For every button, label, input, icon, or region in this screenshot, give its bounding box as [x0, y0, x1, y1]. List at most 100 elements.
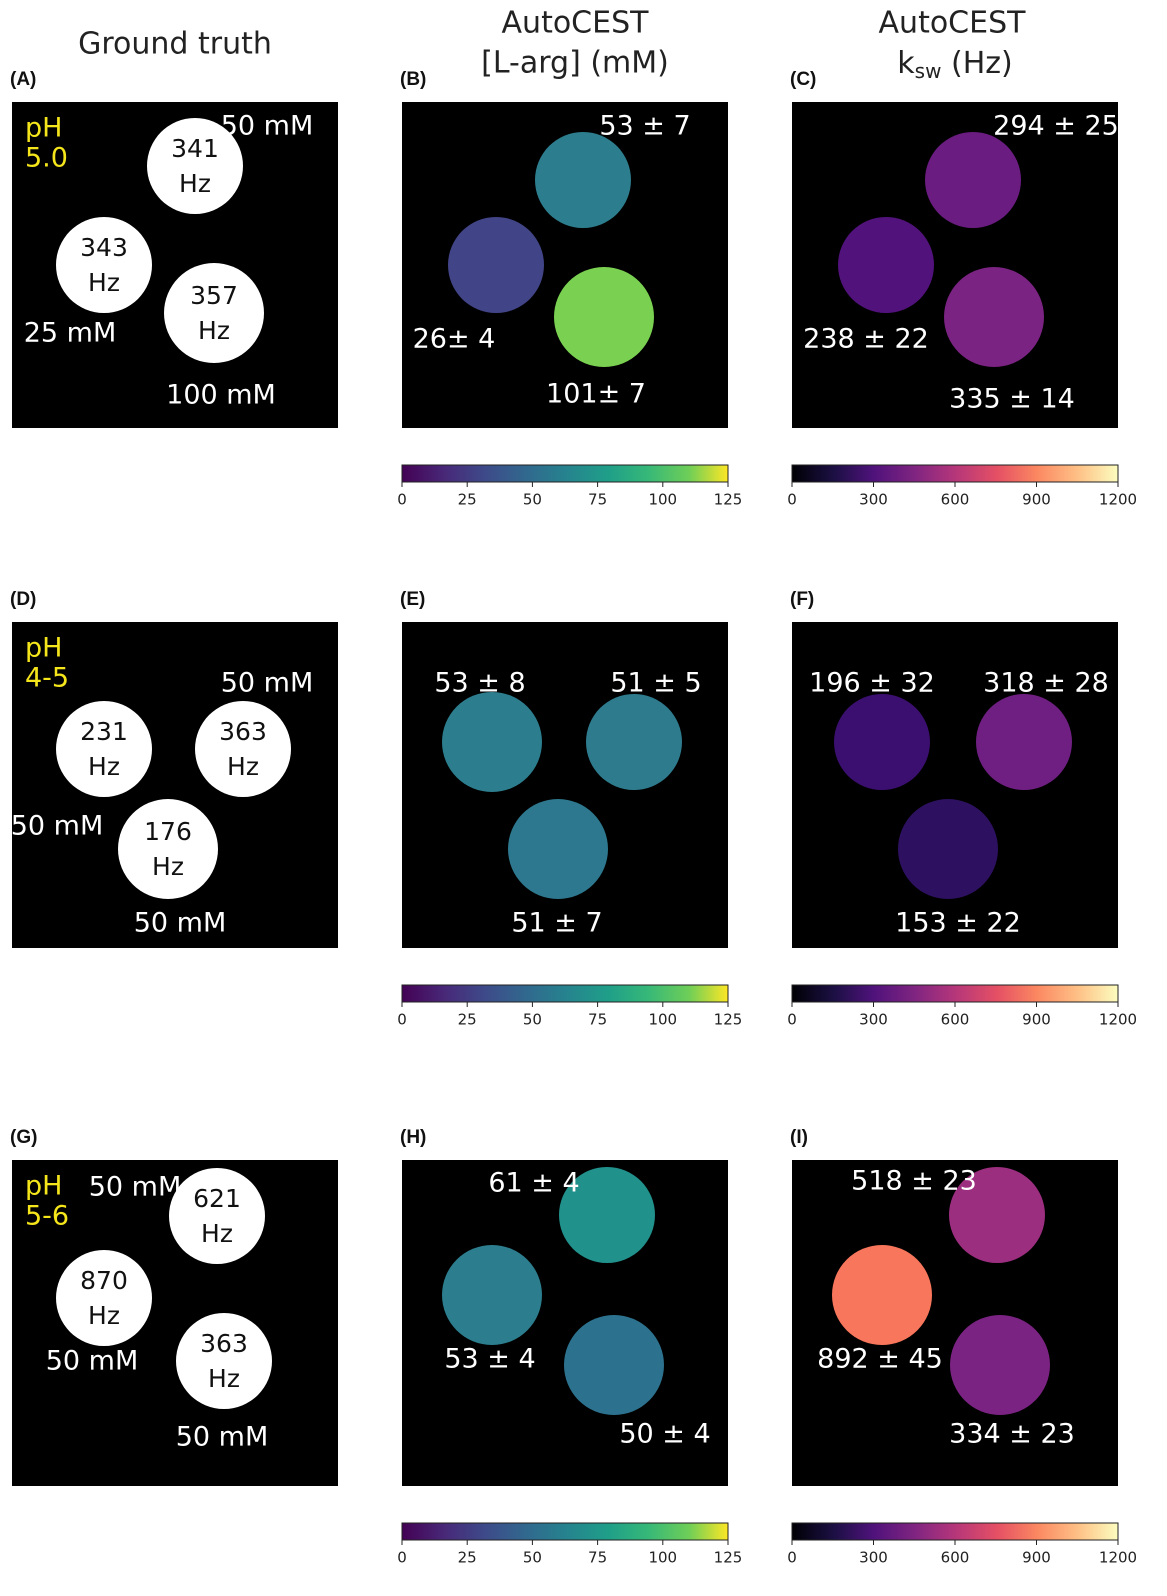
colorbar: [402, 985, 728, 1002]
annotation: 51 ± 5: [610, 668, 701, 699]
colorbar-tick-label: 1200: [1099, 491, 1137, 509]
annotation: 518 ± 23: [851, 1166, 977, 1197]
colorbar-tick-label: 0: [787, 1011, 797, 1029]
tube-unit: Hz: [88, 1301, 120, 1330]
tube: [442, 1245, 542, 1345]
tube: [195, 701, 291, 797]
annotation: 61 ± 4: [488, 1168, 579, 1199]
annotation: 238 ± 22: [803, 324, 929, 355]
ph-value: 5.0: [25, 143, 68, 174]
colorbar-tick-label: 25: [458, 1549, 477, 1567]
colorbar-tick-label: 75: [588, 1549, 607, 1567]
colorbar-tick-label: 100: [648, 491, 677, 509]
tube: [564, 1315, 664, 1415]
ph-label: pH: [25, 113, 62, 144]
tube: [925, 132, 1021, 228]
tube: [944, 267, 1044, 367]
panel-label: (I): [790, 1127, 808, 1148]
annotation: 335 ± 14: [949, 384, 1075, 415]
colorbar-tick-label: 25: [458, 1011, 477, 1029]
tube-unit: Hz: [88, 752, 120, 781]
annotation: 50 mM: [134, 908, 227, 939]
tube: [950, 1315, 1050, 1415]
colorbar-tick-label: 0: [397, 1549, 407, 1567]
colorbar-tick-label: 600: [941, 1011, 970, 1029]
colorbar-tick-label: 1200: [1099, 1549, 1137, 1567]
tube: [535, 132, 631, 228]
colorbar-tick-label: 0: [787, 491, 797, 509]
tube: [442, 692, 542, 792]
tube: [508, 799, 608, 899]
ph-value: 5-6: [25, 1201, 69, 1232]
panel-label: (F): [790, 589, 814, 610]
ph-label: pH: [25, 633, 62, 664]
tube: [586, 694, 682, 790]
annotation: 50 mM: [176, 1422, 269, 1453]
colorbar-tick-label: 50: [523, 1011, 542, 1029]
tube: [448, 217, 544, 313]
annotation: 100 mM: [166, 380, 276, 411]
ph-value: 4-5: [25, 663, 69, 694]
panel-label: (D): [10, 589, 36, 610]
column-subtitle: ksw (Hz): [897, 46, 1012, 83]
panel-label: (A): [10, 69, 36, 90]
tube: [56, 217, 152, 313]
ph-label: pH: [25, 1171, 62, 1202]
colorbar-tick-label: 100: [648, 1011, 677, 1029]
column-subtitle: [L-arg] (mM): [481, 46, 669, 81]
annotation: 50 mM: [221, 111, 314, 142]
tube-rate: 176: [144, 817, 192, 846]
tube-rate: 363: [200, 1329, 248, 1358]
tube: [834, 694, 930, 790]
tube: [832, 1245, 932, 1345]
colorbar-tick-label: 300: [859, 491, 888, 509]
tube: [118, 799, 218, 899]
tube-rate: 870: [80, 1266, 128, 1295]
panel-label: (E): [400, 589, 425, 610]
annotation: 196 ± 32: [809, 668, 935, 699]
tube-unit: Hz: [201, 1219, 233, 1248]
tube-unit: Hz: [88, 268, 120, 297]
annotation: 50 ± 4: [619, 1419, 710, 1450]
tube: [554, 267, 654, 367]
colorbar-tick-label: 50: [523, 491, 542, 509]
annotation: 53 ± 7: [599, 111, 690, 142]
colorbar: [792, 465, 1118, 482]
tube: [169, 1168, 265, 1264]
colorbar-tick-label: 600: [941, 491, 970, 509]
tube: [838, 217, 934, 313]
colorbar-tick-label: 600: [941, 1549, 970, 1567]
tube-unit: Hz: [198, 316, 230, 345]
tube: [56, 701, 152, 797]
column-title: AutoCEST: [879, 6, 1027, 41]
colorbar-tick-label: 0: [787, 1549, 797, 1567]
colorbar-tick-label: 0: [397, 491, 407, 509]
annotation: 294 ± 25: [993, 111, 1119, 142]
colorbar-tick-label: 0: [397, 1011, 407, 1029]
panel-label: (C): [790, 69, 816, 90]
annotation: 101± 7: [546, 379, 646, 410]
annotation: 50 mM: [11, 811, 104, 842]
colorbar: [792, 985, 1118, 1002]
tube-rate: 341: [171, 134, 219, 163]
figure: Ground truth AutoCEST [L-arg] (mM) AutoC…: [0, 0, 1167, 1596]
colorbar-tick-label: 300: [859, 1549, 888, 1567]
colorbar-tick-label: 125: [714, 491, 743, 509]
panel-label: (H): [400, 1127, 426, 1148]
column-title: AutoCEST: [502, 6, 650, 41]
colorbar: [402, 465, 728, 482]
colorbar-tick-label: 900: [1022, 1011, 1051, 1029]
colorbar-tick-label: 125: [714, 1011, 743, 1029]
annotation: 334 ± 23: [949, 1419, 1075, 1450]
tube: [56, 1250, 152, 1346]
tube-unit: Hz: [179, 169, 211, 198]
colorbar: [792, 1523, 1118, 1540]
panel-label: (B): [400, 69, 426, 90]
annotation: 153 ± 22: [895, 908, 1021, 939]
symbol: k: [897, 46, 915, 81]
tube-unit: Hz: [152, 852, 184, 881]
tube-rate: 357: [190, 281, 238, 310]
subscript: sw: [915, 59, 942, 83]
tube-unit: Hz: [208, 1364, 240, 1393]
annotation: 51 ± 7: [511, 908, 602, 939]
